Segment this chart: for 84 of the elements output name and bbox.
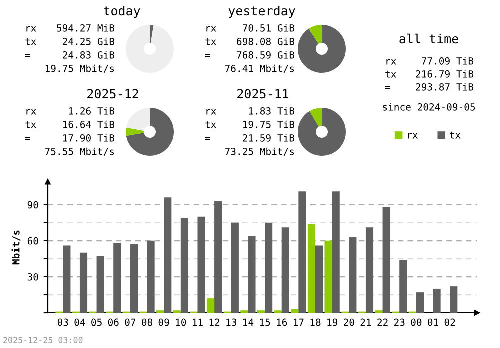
chart-title: today	[104, 6, 140, 18]
bar	[63, 246, 71, 313]
x-tick-label: 03	[58, 318, 68, 326]
bar	[450, 286, 458, 313]
x-tick-label: 00	[411, 318, 422, 326]
text: since 2024-09-05	[383, 103, 476, 111]
bar	[96, 256, 104, 313]
bar	[231, 222, 239, 313]
x-tick-label: 02	[444, 318, 456, 326]
x-tick-label: 12	[210, 318, 220, 326]
text: 76.41 Mbit/s	[225, 64, 294, 74]
x-tick-label: 13	[226, 318, 236, 326]
x-tick-label: 11	[193, 318, 203, 326]
text: = 293.87 TiB	[385, 83, 474, 91]
x-tick-label: 20	[344, 318, 354, 326]
bar	[180, 218, 188, 313]
bar	[130, 244, 138, 313]
x-tick-label: 23	[394, 318, 405, 326]
x-tick-label: 21	[360, 318, 372, 326]
text: tx 16.64 TiB	[26, 120, 115, 128]
text: tx 216.79 TiB	[386, 70, 474, 78]
y-tick-label: 30	[28, 273, 38, 281]
text: rx 77.09 TiB	[386, 57, 474, 65]
bar	[164, 198, 172, 313]
x-tick-label: 06	[108, 318, 119, 326]
x-tick-label: 18	[310, 318, 321, 326]
bar	[308, 224, 316, 313]
bar	[114, 243, 122, 313]
x-tick-label: 09	[158, 318, 170, 326]
bar	[349, 237, 357, 313]
bar	[416, 292, 424, 313]
text: = 17.90 TiB	[25, 134, 115, 142]
bar	[366, 228, 374, 313]
text: rx 70.51 GiB	[206, 24, 295, 32]
bar	[324, 240, 332, 313]
bar	[214, 201, 222, 313]
bar	[265, 222, 273, 313]
y-tick-label: 60	[28, 237, 38, 245]
text: rx 594.27 MiB	[26, 24, 115, 32]
text: rx 1.83 TiB	[206, 107, 295, 115]
x-tick-label: 19	[328, 318, 338, 326]
bar	[400, 260, 408, 313]
text: tx 19.75 TiB	[206, 120, 295, 128]
bar	[248, 236, 256, 313]
x-tick-label: 04	[74, 318, 86, 326]
bar	[147, 240, 155, 313]
x-tick-label: 01	[428, 318, 438, 326]
text: = 768.59 GiB	[205, 51, 295, 59]
chart-title: yesterday	[228, 6, 296, 18]
x-tick-label: 17	[294, 318, 304, 326]
bar	[433, 288, 441, 313]
text: 2025-12-25 03:00	[4, 337, 83, 344]
chart-title: 2025-12	[88, 89, 138, 99]
x-tick-label: 07	[125, 318, 136, 326]
text: tx 698.08 GiB	[206, 38, 295, 46]
bar	[291, 309, 299, 313]
x-tick-label: 14	[244, 318, 254, 326]
x-tick-label: 08	[142, 318, 152, 326]
chart-title: 2025-11	[238, 89, 288, 99]
legend-label: tx	[450, 132, 461, 139]
text: 73.25 Mbit/s	[225, 148, 294, 156]
text: = 24.83 GiB	[25, 51, 115, 59]
text: 19.75 Mbit/s	[46, 64, 114, 74]
bar	[282, 228, 290, 313]
bar	[198, 216, 206, 313]
x-tick-label: 10	[176, 318, 186, 326]
bar	[298, 192, 306, 313]
x-tick-label: 22	[378, 318, 388, 326]
bar	[382, 207, 390, 313]
y-axis-title: Mbit/s	[12, 230, 21, 265]
legend-label: rx	[408, 133, 418, 139]
x-tick-label: 16	[277, 318, 288, 326]
y-tick-label: 90	[28, 201, 38, 209]
x-tick-label: 05	[92, 318, 102, 326]
text: tx 24.25 GiB	[26, 38, 115, 46]
x-tick-label: 15	[260, 318, 270, 326]
bar	[315, 246, 324, 313]
text: rx 1.26 TiB	[26, 107, 115, 115]
text: all time	[400, 34, 458, 44]
bar	[206, 298, 215, 313]
bar	[332, 192, 340, 313]
text: 75.55 Mbit/s	[45, 148, 114, 156]
bar	[80, 252, 88, 313]
text: = 21.59 TiB	[205, 134, 295, 142]
